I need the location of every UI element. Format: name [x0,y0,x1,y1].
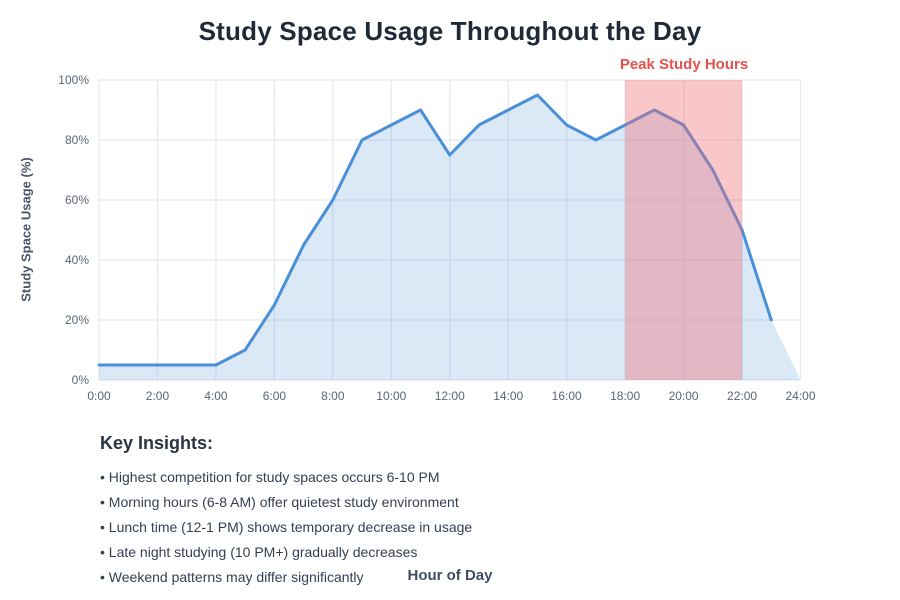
y-tick-label: 60% [64,193,89,207]
x-tick-label: 24:00 [785,389,816,403]
peak-hours-band [625,80,743,380]
insight-item: • Highest competition for study spaces o… [100,469,440,485]
insight-item: • Lunch time (12-1 PM) shows temporary d… [100,519,473,535]
x-tick-label: 0:00 [87,389,111,403]
x-tick-label: 14:00 [493,389,524,403]
x-tick-label: 10:00 [376,389,407,403]
x-tick-label: 2:00 [145,389,170,403]
y-tick-label: 80% [64,133,89,147]
x-tick-label: 12:00 [434,389,465,403]
insight-item: • Morning hours (6-8 AM) offer quietest … [100,494,459,510]
x-axis-label: Hour of Day [407,567,493,584]
x-tick-label: 8:00 [321,389,345,403]
usage-area-fill [99,95,801,380]
x-tick-label: 16:00 [551,389,582,403]
chart-title: Study Space Usage Throughout the Day [198,16,702,46]
y-tick-label: 0% [71,373,89,387]
x-tick-label: 18:00 [610,389,641,403]
y-tick-label: 40% [64,253,89,267]
y-axis-label: Study Space Usage (%) [18,157,34,302]
usage-line [97,93,773,367]
y-tick-label: 100% [58,73,89,87]
y-tick-label: 20% [64,313,89,327]
x-tick-label: 6:00 [262,389,287,403]
insight-item: • Weekend patterns may differ significan… [100,569,364,585]
x-tick-label: 4:00 [204,389,228,403]
insights-heading: Key Insights: [100,433,214,453]
peak-study-hours-annotation: Peak Study Hours [619,56,749,73]
x-tick-label: 22:00 [727,389,758,403]
usage-area-chart [97,79,802,381]
key-insights-section: Key Insights: • Highest competition for … [100,433,520,590]
insight-item: • Late night studying (10 PM+) gradually… [100,544,418,560]
x-tick-label: 20:00 [668,389,699,403]
